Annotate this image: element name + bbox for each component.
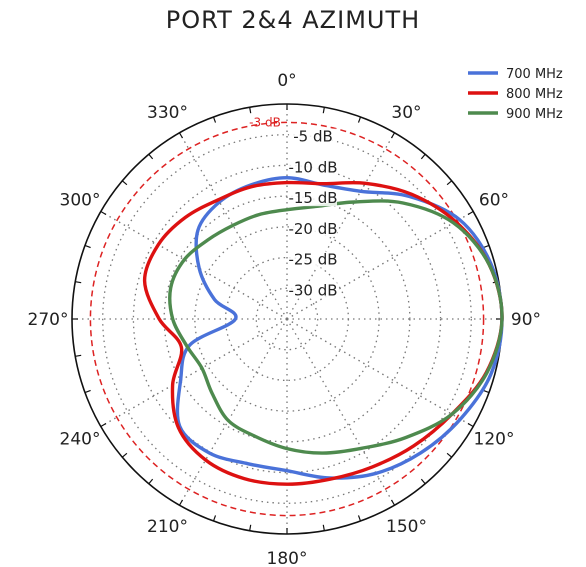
reference-circle-label: -3 dB xyxy=(249,115,281,129)
legend-label: 700 MHz xyxy=(506,67,563,82)
series-line-900-mhz xyxy=(168,199,504,455)
legend: 700 MHz 800 MHz 900 MHz xyxy=(468,67,563,122)
ring-label-bg xyxy=(289,190,337,207)
angle-label: 0° xyxy=(277,71,296,91)
ring-label: -30 dB xyxy=(288,281,337,299)
tick-mark xyxy=(148,478,154,485)
grid-spoke xyxy=(100,210,288,320)
tick-mark xyxy=(357,515,362,522)
tick-mark xyxy=(420,478,426,485)
ring-label-bg xyxy=(289,159,337,176)
tick-mark xyxy=(75,281,82,284)
series-line-700-mhz xyxy=(175,176,504,480)
tick-mark xyxy=(148,153,154,160)
tick-mark xyxy=(483,389,490,394)
legend-label: 800 MHz xyxy=(506,87,563,102)
tick-mark xyxy=(121,180,128,186)
tick-mark xyxy=(84,389,91,394)
tick-mark xyxy=(249,524,252,531)
tick-mark xyxy=(212,515,217,522)
tick-mark xyxy=(446,452,453,458)
ring-label: -20 dB xyxy=(288,220,337,238)
tick-mark xyxy=(390,132,396,139)
tick-mark xyxy=(121,452,128,458)
tick-mark xyxy=(212,116,217,123)
tick-mark xyxy=(467,210,474,216)
angle-label: 210° xyxy=(147,517,188,537)
reference-circle-line xyxy=(89,121,485,517)
tick-mark xyxy=(178,132,184,139)
angle-label: 270° xyxy=(28,310,69,330)
grid-ring xyxy=(132,164,442,474)
axis-labels: -3 dB -30 dB -25 dB -20 dB -15 dB -10 dB -5 dB… xyxy=(28,71,542,567)
tick-mark xyxy=(322,524,325,531)
grid-spoke xyxy=(178,318,288,506)
polar-grid xyxy=(71,103,503,535)
series-layer xyxy=(142,176,504,486)
tick-mark xyxy=(100,422,107,428)
ring-label-bg xyxy=(289,128,337,145)
series-line-800-mhz xyxy=(142,180,504,486)
reference-circle xyxy=(89,121,485,517)
ring-label-bg xyxy=(289,220,337,237)
grid-ring xyxy=(163,195,411,443)
angle-label: 300° xyxy=(60,191,101,211)
angle-label: 150° xyxy=(386,517,427,537)
ring-label: -15 dB xyxy=(288,189,337,207)
tick-mark xyxy=(100,210,107,216)
legend-label: 900 MHz xyxy=(506,107,563,122)
angle-label: 330° xyxy=(147,103,188,123)
tick-mark xyxy=(390,499,396,506)
angle-label: 90° xyxy=(511,310,541,330)
tick-mark xyxy=(357,116,362,123)
tick-mark xyxy=(420,153,426,160)
ring-label: -5 dB xyxy=(293,128,333,146)
tick-mark xyxy=(178,499,184,506)
ring-label: -10 dB xyxy=(288,158,337,176)
tick-mark xyxy=(84,244,91,249)
angle-label: 30° xyxy=(391,103,421,123)
grid-spoke xyxy=(286,318,474,428)
angle-label: 180° xyxy=(267,549,308,567)
angle-label: 120° xyxy=(474,430,515,450)
angle-label: 60° xyxy=(479,191,509,211)
angle-label: 240° xyxy=(60,430,101,450)
ring-label: -25 dB xyxy=(288,251,337,269)
grid-ring xyxy=(255,287,319,351)
ring-label-bg xyxy=(289,282,337,299)
tick-mark xyxy=(75,354,82,357)
ring-label-bg xyxy=(289,251,337,268)
tick-mark xyxy=(322,107,325,114)
tick-mark xyxy=(249,107,252,114)
chart-title: PORT 2&4 AZIMUTH xyxy=(165,6,421,34)
tick-mark xyxy=(467,422,474,428)
grid-ring xyxy=(102,134,472,504)
grid-spoke xyxy=(100,318,288,428)
tick-mark xyxy=(446,180,453,186)
grid-ring xyxy=(194,226,380,412)
